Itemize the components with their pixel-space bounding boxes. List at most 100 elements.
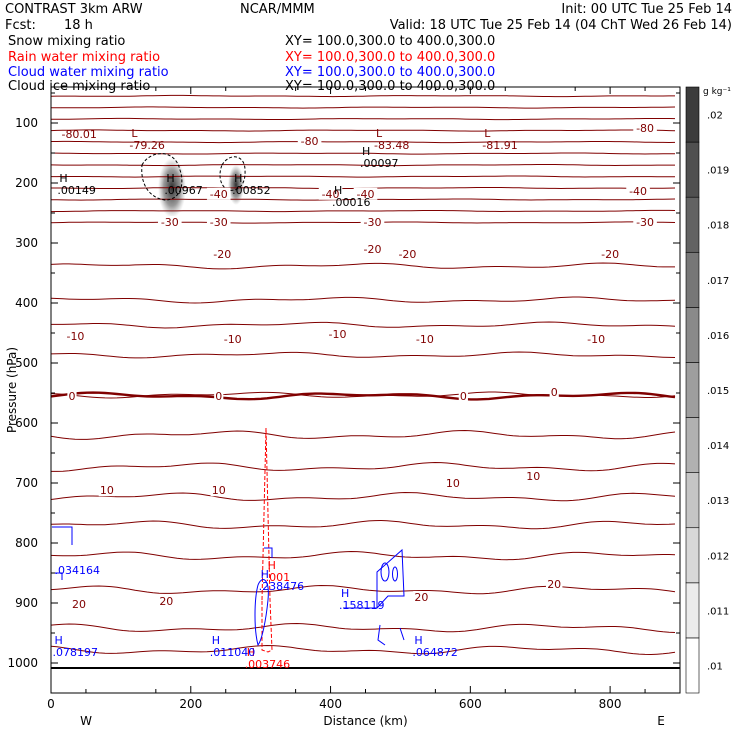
colorbar-tick-label: .02 [707,111,723,122]
extremum-value: .00149 [57,184,96,197]
contour-label-bg [360,216,385,228]
west-endpoint-label: W [80,714,92,728]
temperature-contour [51,140,676,144]
contour-labels: -80 -80 -40 -40 -40 -40 -30 -30 -30 -30 -20 -20 -20 -… [52,121,657,671]
extremum-value: .034164 [54,564,100,577]
y-tick-label: 600 [15,416,38,430]
temperature-contour [50,94,675,98]
contour-label: 20 [72,598,86,611]
colorbar-segment [685,362,700,418]
colorbar-tick-label: .011 [707,606,729,617]
temperature-contour [50,519,676,530]
contour-label: -10 [416,333,434,346]
field-rain-xy: XY= 100.0,300.0 to 400.0,300.0 [285,50,496,65]
extremum-value: .158119 [339,599,385,612]
east-endpoint-label: E [657,714,665,728]
contour-label: 0 [215,390,222,403]
contour-label: 0 [551,386,558,399]
x-tick-label: 0 [47,697,55,711]
extremum-marker: H [362,145,370,158]
contour-label-bg [584,333,608,345]
contour-label-bg [395,247,420,260]
contour-label: -40 [322,188,340,201]
y-tick-label: 100 [15,116,38,130]
colorbar-tick-label: .019 [707,166,729,177]
contour-label-bg [206,216,231,228]
temperature-contour [50,584,676,595]
extremum-marker: H [261,568,269,581]
contour-label-bg [158,595,175,608]
cloud-water-contour [52,526,73,580]
contour-label-bg [63,330,88,342]
contour-label: 20 [547,578,561,591]
extremum-value: -80.01 [61,128,96,141]
temperature-contour [50,491,676,502]
contour-label-bg [353,187,378,200]
colorbar-segment [685,141,700,198]
y-tick-label: 500 [15,356,38,370]
extremum-marker: L [131,127,138,140]
contour-label: -10 [587,333,605,346]
valid-label: Valid: 18 UTC Tue 25 Feb 14 (04 ChT Wed … [389,18,732,33]
contour-label: -30 [210,216,228,229]
colorbar-unit-label: g kg⁻¹ [703,87,731,97]
contour-label: 20 [159,595,173,608]
colorbar-segment [685,582,700,639]
contour-label: -10 [329,328,347,341]
contour-label-bg [549,385,559,398]
contour-label: 10 [526,470,540,483]
contour-label: 0 [460,390,467,403]
contour-label: -20 [364,243,382,256]
rain-water-contour [261,427,273,653]
y-tick-label: 200 [15,176,38,190]
colorbar-segment [685,251,700,308]
y-axis-label: Pressure (hPa) [5,347,19,433]
colorbar-tick-label: .01 [707,661,723,672]
colorbar-tick-label: .014 [707,441,729,452]
contour-label-bg [413,591,430,603]
colorbar-tick-label: .012 [707,551,729,562]
center-label: NCAR/MMM [240,2,315,17]
colorbar-tick-label: .017 [707,276,729,287]
field-snow-xy: XY= 100.0,300.0 to 400.0,300.0 [285,34,496,49]
colorbar-segment [685,86,700,143]
contour-label-bg [360,243,385,255]
contour-label-bg [206,187,231,200]
extremum-marker: H [341,587,349,600]
snow-shade-blob [228,165,244,205]
y-tick-label: 400 [15,296,38,310]
extremum-value: -83.48 [374,139,409,152]
field-cloudwater-xy: XY= 100.0,300.0 to 400.0,300.0 [285,65,496,80]
temperature-contour [50,262,675,270]
extremum-marker: H [212,634,220,647]
temperature-contour [50,644,676,656]
title-left: CONTRAST 3km ARW [5,2,143,17]
cloud-ice-contour [141,153,183,201]
colorbar-tick-label: .016 [707,331,729,342]
cloud-water-contour [254,579,269,647]
contour-label-bg [70,598,88,611]
temperature-contour [51,321,676,329]
contour-label-bg [158,216,182,228]
colorbar-segment [685,417,700,473]
cloud-water-contour [392,566,398,582]
extremum-marker: H [414,634,422,647]
init-label: Init: 00 UTC Tue 25 Feb 14 [561,2,732,17]
contour-label: -80 [636,122,654,135]
contour-label: -10 [66,330,84,343]
extremum-marker: H [234,172,242,185]
contour-label-bg [297,135,322,147]
temperature-contour [50,622,676,633]
x-axis-label: Distance (km) [323,714,407,728]
field-rain-name: Rain water mixing ratio [8,50,161,65]
cloud-ice-contour [219,156,246,191]
extremum-marker: H [268,559,276,572]
cloud-water-contour [264,547,273,558]
extremum-value: .00097 [360,157,399,170]
temperature-contour [50,209,676,213]
temperature-contour [51,175,676,178]
cloud-water-contour [377,624,405,646]
extremum-value: .001 [266,571,291,584]
contour-label: 10 [446,477,460,490]
